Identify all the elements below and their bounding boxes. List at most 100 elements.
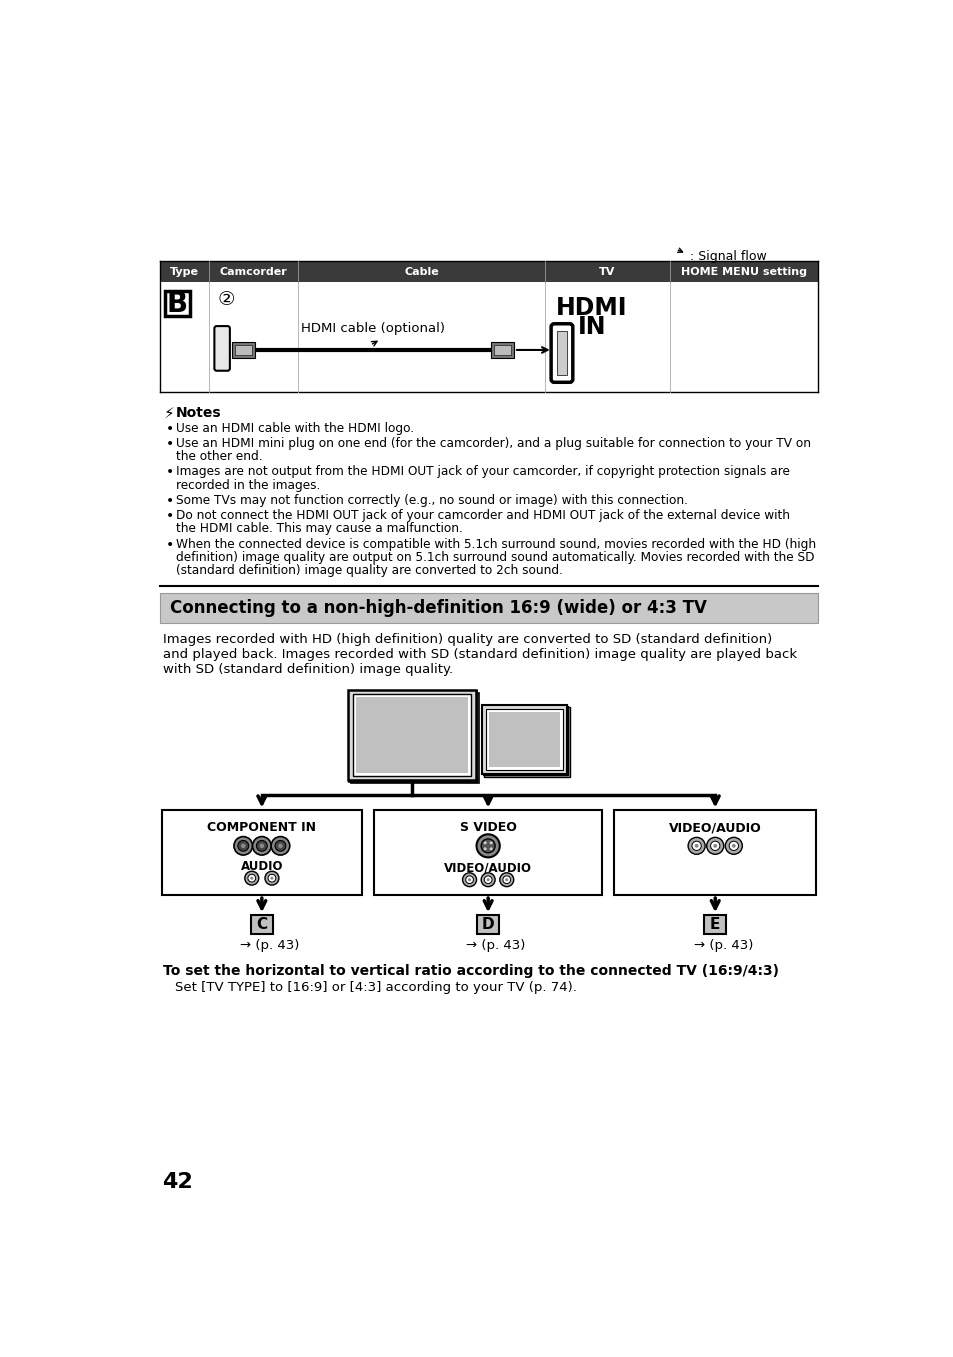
Circle shape (728, 841, 738, 851)
Text: Some TVs may not function correctly (e.g., no sound or image) with this connecti: Some TVs may not function correctly (e.g… (175, 494, 687, 508)
Circle shape (694, 844, 698, 848)
Bar (251, 915, 273, 934)
Circle shape (241, 844, 245, 848)
FancyBboxPatch shape (214, 326, 230, 370)
Text: Images are not output from the HDMI OUT jack of your camcorder, if copyright pro: Images are not output from the HDMI OUT … (175, 465, 789, 479)
Bar (482, 706, 568, 775)
Circle shape (480, 873, 495, 886)
Bar (348, 689, 476, 780)
Text: When the connected device is compatible with 5.1ch surround sound, movies record: When the connected device is compatible … (175, 537, 815, 551)
Text: D: D (481, 917, 494, 932)
Text: AUDIO: AUDIO (240, 860, 283, 873)
Circle shape (499, 873, 513, 886)
Text: Use an HDMI cable with the HDMI logo.: Use an HDMI cable with the HDMI logo. (175, 422, 414, 434)
Bar (349, 691, 476, 782)
Text: •: • (166, 437, 173, 451)
Circle shape (476, 835, 499, 858)
Bar (703, 915, 725, 934)
Text: S VIDEO: S VIDEO (459, 821, 516, 835)
Circle shape (253, 836, 271, 855)
Text: → (p. 43): → (p. 43) (693, 939, 752, 953)
Circle shape (483, 847, 486, 851)
Text: •: • (166, 465, 173, 479)
Circle shape (265, 871, 278, 885)
Text: HDMI cable (optional): HDMI cable (optional) (301, 322, 445, 335)
Text: •: • (166, 537, 173, 552)
Circle shape (483, 841, 486, 844)
Circle shape (489, 847, 492, 851)
Circle shape (484, 875, 492, 883)
Text: and played back. Images recorded with SD (standard definition) image quality are: and played back. Images recorded with SD… (163, 647, 797, 661)
Circle shape (233, 836, 253, 855)
Bar (235, 345, 253, 356)
Bar (355, 697, 468, 772)
Bar (351, 692, 478, 783)
Circle shape (468, 878, 471, 881)
Text: E: E (709, 917, 720, 932)
Circle shape (278, 844, 282, 848)
Circle shape (731, 844, 735, 848)
Text: TV: TV (598, 267, 615, 277)
Bar (159, 262, 818, 282)
Circle shape (256, 840, 267, 851)
Circle shape (271, 836, 290, 855)
Text: VIDEO/AUDIO: VIDEO/AUDIO (668, 821, 760, 835)
Bar (162, 810, 361, 896)
Circle shape (274, 840, 286, 851)
Text: B: B (167, 290, 188, 318)
Bar (476, 915, 498, 934)
Circle shape (270, 877, 274, 879)
Bar (484, 707, 569, 776)
Text: IN: IN (578, 315, 605, 338)
Circle shape (706, 837, 723, 855)
Text: (standard definition) image quality are converted to 2ch sound.: (standard definition) image quality are … (175, 565, 562, 577)
Circle shape (462, 873, 476, 886)
Text: → (p. 43): → (p. 43) (240, 939, 299, 953)
Text: the HDMI cable. This may cause a malfunction.: the HDMI cable. This may cause a malfunc… (175, 522, 462, 536)
Circle shape (480, 839, 495, 852)
Text: To set the horizontal to vertical ratio according to the connected TV (16:9/4:3): To set the horizontal to vertical ratio … (163, 965, 779, 978)
FancyBboxPatch shape (551, 324, 572, 383)
Circle shape (465, 875, 473, 883)
Circle shape (268, 874, 275, 882)
Circle shape (713, 844, 717, 848)
Circle shape (505, 878, 508, 881)
Text: → (p. 43): → (p. 43) (466, 939, 525, 953)
Text: C: C (256, 917, 267, 932)
Circle shape (245, 871, 258, 885)
Bar (374, 810, 601, 896)
Text: with SD (standard definition) image quality.: with SD (standard definition) image qual… (163, 662, 453, 676)
Text: COMPONENT IN: COMPONENT IN (207, 821, 316, 835)
Text: definition) image quality are output on 5.1ch surround sound automatically. Movi: definition) image quality are output on … (175, 551, 814, 565)
Circle shape (237, 840, 249, 851)
Circle shape (259, 844, 264, 848)
Bar (614, 810, 815, 896)
Text: VIDEO/AUDIO: VIDEO/AUDIO (444, 862, 532, 874)
Bar (490, 342, 514, 358)
Bar (232, 342, 255, 358)
Bar (485, 708, 562, 771)
Text: Use an HDMI mini plug on one end (for the camcorder), and a plug suitable for co: Use an HDMI mini plug on one end (for th… (175, 437, 810, 451)
Bar (494, 345, 510, 356)
Bar (488, 712, 559, 767)
Text: ②: ② (217, 289, 234, 308)
Bar (159, 593, 818, 623)
Text: recorded in the images.: recorded in the images. (175, 479, 320, 491)
Text: •: • (166, 509, 173, 524)
Circle shape (486, 878, 489, 881)
Bar (557, 331, 566, 375)
Text: •: • (166, 422, 173, 436)
Text: •: • (166, 494, 173, 508)
Text: ⚡: ⚡ (163, 406, 174, 421)
Bar (165, 292, 190, 316)
Text: Set [TV TYPE] to [16:9] or [4:3] according to your TV (p. 74).: Set [TV TYPE] to [16:9] or [4:3] accordi… (174, 981, 577, 995)
Circle shape (687, 837, 704, 855)
Text: Notes: Notes (175, 406, 221, 421)
Text: the other end.: the other end. (175, 451, 262, 463)
Circle shape (489, 841, 492, 844)
Circle shape (710, 841, 720, 851)
Circle shape (502, 875, 510, 883)
Text: Images recorded with HD (high definition) quality are converted to SD (standard : Images recorded with HD (high definition… (163, 634, 772, 646)
Circle shape (724, 837, 741, 855)
Text: Do not connect the HDMI OUT jack of your camcorder and HDMI OUT jack of the exte: Do not connect the HDMI OUT jack of your… (175, 509, 789, 522)
